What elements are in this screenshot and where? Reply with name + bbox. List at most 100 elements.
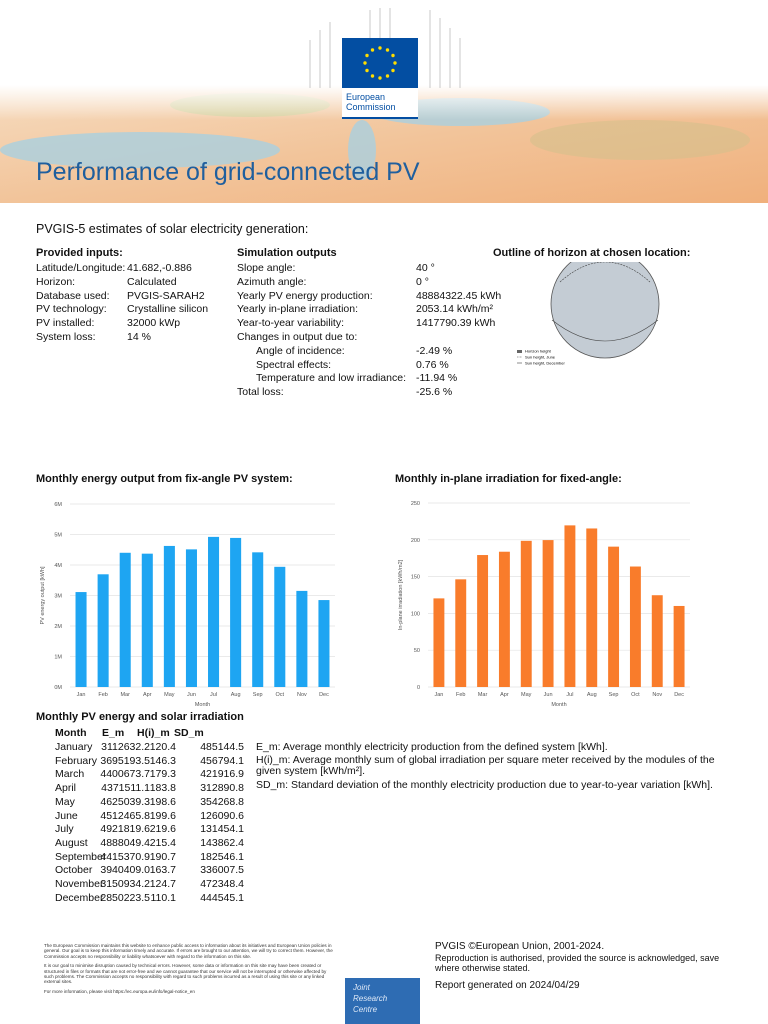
table-cell: 4512465.8 — [100, 809, 150, 822]
output-value: -2.49 % — [416, 344, 453, 357]
output-value: 1417790.39 kWh — [416, 317, 496, 330]
disclaimer-text: It is our goal to minimise disruption ca… — [44, 963, 327, 985]
table-cell: 3940409.0 — [100, 864, 150, 877]
simulation-heading: Simulation outputs — [237, 247, 337, 259]
input-label: Horizon: — [36, 275, 76, 288]
x-tick-label: Oct — [276, 692, 285, 698]
bar — [542, 540, 554, 687]
x-tick-label: Apr — [143, 692, 152, 698]
chart-title: Monthly in-plane irradiation for fixed-a… — [395, 473, 622, 485]
bar — [318, 600, 330, 687]
output-value: 0 ° — [416, 275, 429, 288]
bar — [433, 598, 445, 687]
table-heading: Monthly PV energy and solar irradiation — [36, 711, 244, 723]
input-value: 14 % — [127, 331, 151, 343]
building — [309, 8, 461, 88]
bar — [477, 555, 489, 687]
table-cell: 219.6 — [149, 823, 176, 836]
table-cell: 485144.5 — [200, 741, 244, 753]
bar — [629, 566, 641, 687]
table-cell: 143862.4 — [200, 836, 244, 849]
table-cell: 182546.1 — [200, 850, 244, 863]
bar — [97, 574, 109, 687]
input-value: 41.682,-0.886 — [127, 262, 192, 274]
table-cell: 4400673.7 — [100, 768, 150, 781]
x-tick-label: Jul — [566, 692, 573, 698]
x-tick-label: May — [164, 692, 175, 698]
legend-label: Sun height, December — [525, 361, 565, 366]
y-tick-label: 1M — [54, 655, 62, 661]
bar — [651, 595, 663, 687]
chart: 0 50 100 150 200 250 Jan Feb Mar Apr May Jun Jul Aug S… — [398, 501, 690, 708]
table-cell: December — [55, 891, 104, 904]
sun-december — [551, 319, 659, 342]
bar — [498, 551, 510, 687]
table-header: Month — [55, 727, 87, 739]
x-tick-label: Dec — [319, 692, 329, 698]
y-tick-label: 5M — [54, 533, 62, 539]
table-cell: 2850223.5 — [100, 891, 150, 904]
table-cell: 312890.8 — [200, 782, 244, 795]
x-tick-label: Jan — [434, 692, 443, 698]
x-tick-label: Feb — [98, 692, 107, 698]
table-cell: 444545.1 — [200, 891, 244, 904]
table-cell: 190.7 — [149, 850, 176, 863]
star — [378, 46, 382, 50]
bar — [520, 540, 532, 687]
star — [385, 48, 390, 52]
x-tick-label: Mar — [478, 692, 488, 698]
x-tick-label: Jun — [544, 692, 553, 698]
disclaimer-text: For more information, please visit https… — [44, 988, 195, 994]
table-header: H(i)_m — [137, 727, 170, 739]
bar — [252, 552, 264, 687]
chart: 0M 1M 2M 3M 4M 5M 6M Jan Feb Mar Apr May Jun Jul Aug Se… — [40, 502, 335, 708]
jrc-label: Joint Research Centre — [353, 983, 388, 1014]
table-cell: April — [55, 782, 77, 795]
y-axis-label: PV energy output [kWh] — [40, 566, 46, 625]
y-tick-label: 2M — [54, 624, 62, 630]
bar — [586, 528, 598, 687]
y-tick-label: 150 — [411, 575, 420, 581]
subtitle: PVGIS-5 estimates of solar electricity g… — [36, 222, 309, 236]
table-cell: 163.7 — [149, 864, 176, 877]
y-tick-label: 250 — [411, 501, 420, 507]
table-cell: 3695193.5 — [100, 754, 150, 767]
output-label: Angle of incidence: — [256, 344, 345, 357]
x-axis-label: Month — [551, 702, 566, 708]
bar — [75, 592, 87, 687]
bar — [673, 605, 685, 687]
x-tick-label: Jun — [187, 692, 196, 698]
table-cell: 3150934.2 — [100, 878, 150, 890]
x-tick-label: Nov — [652, 692, 662, 698]
table-cell: 3112632.2 — [101, 741, 150, 753]
y-axis-label: In-plane irradiation [kWh/m2] — [398, 559, 404, 630]
report-date: Report generated on 2024/04/29 — [435, 980, 580, 991]
star — [391, 53, 395, 58]
table-cell: February — [55, 754, 98, 767]
input-label: System loss: — [36, 331, 96, 343]
x-tick-label: Jan — [77, 692, 86, 698]
star — [370, 74, 375, 78]
bar — [141, 553, 153, 687]
bar — [274, 566, 286, 687]
table-cell: 354268.8 — [200, 795, 244, 808]
star — [391, 68, 395, 73]
table-cell: 199.6 — [149, 809, 176, 822]
x-tick-label: Mar — [120, 692, 130, 698]
output-label: Slope angle: — [237, 262, 296, 274]
star — [393, 61, 397, 65]
organisation: European Commission — [346, 92, 396, 112]
y-tick-label: 3M — [54, 594, 62, 600]
table-cell: September — [55, 850, 107, 863]
output-label: Changes in output due to: — [237, 331, 358, 343]
x-tick-label: Aug — [231, 692, 241, 698]
title: Performance of grid-connected PV — [36, 158, 420, 186]
x-tick-label: Apr — [500, 692, 509, 698]
table-cell: 110.1 — [150, 891, 177, 904]
x-tick-label: Jul — [210, 692, 217, 698]
table-header: SD_m — [174, 727, 204, 739]
y-tick-label: 0 — [417, 685, 420, 691]
legend-swatch — [517, 350, 522, 353]
output-label: Spectral effects: — [256, 358, 332, 371]
table-cell: 198.6 — [149, 795, 176, 808]
